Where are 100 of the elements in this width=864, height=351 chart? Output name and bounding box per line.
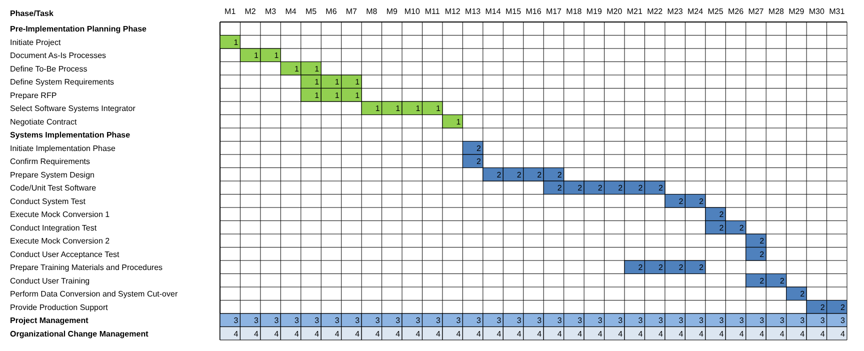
data-label: 4 [678,329,684,338]
y-tick-label: Conduct Integration Test [10,223,98,232]
data-label: 4 [436,329,442,338]
data-label: 1 [456,117,462,126]
data-label: 3 [719,316,724,326]
data-label: 2 [618,184,624,193]
data-label: 3 [760,316,765,326]
x-tick-label: M3 [265,7,277,16]
data-label: 1 [314,90,320,100]
data-label: 4 [537,329,542,338]
x-tick-label: M21 [626,7,643,16]
y-tick-label: Perform Data Conversion and System Cut-over [10,290,178,299]
y-tick-label: Select Software Systems Integrator [10,104,136,114]
y-tick-label: Confirm Requirements [10,157,90,166]
data-label: 4 [760,329,765,338]
data-label: 2 [719,223,724,232]
y-tick-label: Negotiate Contract [10,117,78,126]
y-tick-label: Project Management [10,316,89,326]
data-label: 2 [537,170,542,180]
data-label: 3 [516,316,522,326]
data-label: 1 [375,104,380,114]
data-label: 4 [334,329,340,338]
data-label: 4 [396,329,401,338]
data-label: 2 [496,170,502,180]
data-label: 2 [698,263,704,272]
x-tick-label: M1 [224,7,236,16]
data-label: 2 [598,184,603,193]
data-label: 1 [334,78,340,87]
y-tick-label: Systems Implementation Phase [10,130,131,140]
x-tick-label: M27 [748,7,764,16]
data-label: 3 [800,316,806,326]
data-label: 2 [476,157,482,166]
y-tick-label: Execute Mock Conversion 2 [10,236,110,246]
data-label: 4 [274,329,280,338]
x-tick-label: M31 [829,7,846,16]
y-tick-label: Conduct System Test [10,196,86,206]
data-label: 3 [416,316,421,326]
data-label: 3 [334,316,340,326]
data-label: 4 [820,329,826,338]
data-label: 2 [780,276,785,286]
x-tick-label: M12 [444,7,461,16]
x-tick-label: M11 [424,7,440,16]
data-label: 4 [739,329,744,338]
y-tick-label: Document As-Is Processes [10,51,106,60]
data-label: 2 [678,196,684,206]
data-label: 3 [314,316,320,326]
y-tick-label: Provide Production Support [10,302,109,312]
data-label: 3 [254,316,259,326]
x-tick-label: M26 [728,7,744,16]
x-tick-label: M4 [285,7,297,16]
data-label: 3 [678,316,684,326]
data-label: 2 [800,290,806,299]
data-label: 4 [456,329,462,338]
x-tick-label: M6 [326,7,338,16]
x-tick-label: M29 [788,7,805,16]
y-tick-label: Pre-Implementation Planning Phase [10,24,148,34]
data-label: 4 [638,329,644,338]
data-label: 3 [456,316,462,326]
data-label: 2 [476,144,482,153]
data-label: 4 [719,329,724,338]
data-label: 2 [638,184,644,193]
x-tick-label: M7 [346,7,358,16]
data-label: 3 [557,316,562,326]
data-label: 4 [375,329,380,338]
data-label: 3 [234,316,239,326]
data-label: 3 [820,316,826,326]
data-label: 3 [578,316,583,326]
y-tick-label: Code/Unit Test Software [10,184,97,193]
y-tick-label: Prepare RFP [10,90,57,100]
data-label: 1 [254,51,259,60]
data-label: 1 [294,64,300,74]
data-label: 3 [274,316,280,326]
x-tick-label: M23 [667,7,684,16]
data-label: 2 [578,184,583,193]
data-label: 1 [314,64,320,74]
data-label: 1 [436,104,442,114]
data-label: 2 [516,170,522,180]
data-label: 4 [780,329,785,338]
y-tick-label: Initiate Project [10,38,62,47]
data-label: 2 [760,250,765,259]
y-tick-label: Prepare System Design [10,170,94,180]
x-tick-label: M9 [386,7,398,16]
data-label: 4 [800,329,806,338]
data-label: 1 [314,78,320,87]
y-tick-label: Conduct User Training [10,276,90,286]
y-tick-label: Conduct User Acceptance Test [10,250,120,259]
data-label: 3 [840,316,846,326]
data-label: 3 [436,316,442,326]
x-tick-label: M5 [305,7,318,16]
data-label: 1 [234,38,239,47]
data-label: 4 [476,329,482,338]
data-label: 4 [294,329,300,338]
x-tick-label: M17 [546,7,562,16]
x-tick-label: M25 [708,7,724,16]
data-label: 3 [739,316,744,326]
data-label: 4 [355,329,360,338]
data-label: 4 [516,329,522,338]
data-label: 3 [294,316,300,326]
data-label: 3 [355,316,360,326]
data-label: 3 [476,316,482,326]
